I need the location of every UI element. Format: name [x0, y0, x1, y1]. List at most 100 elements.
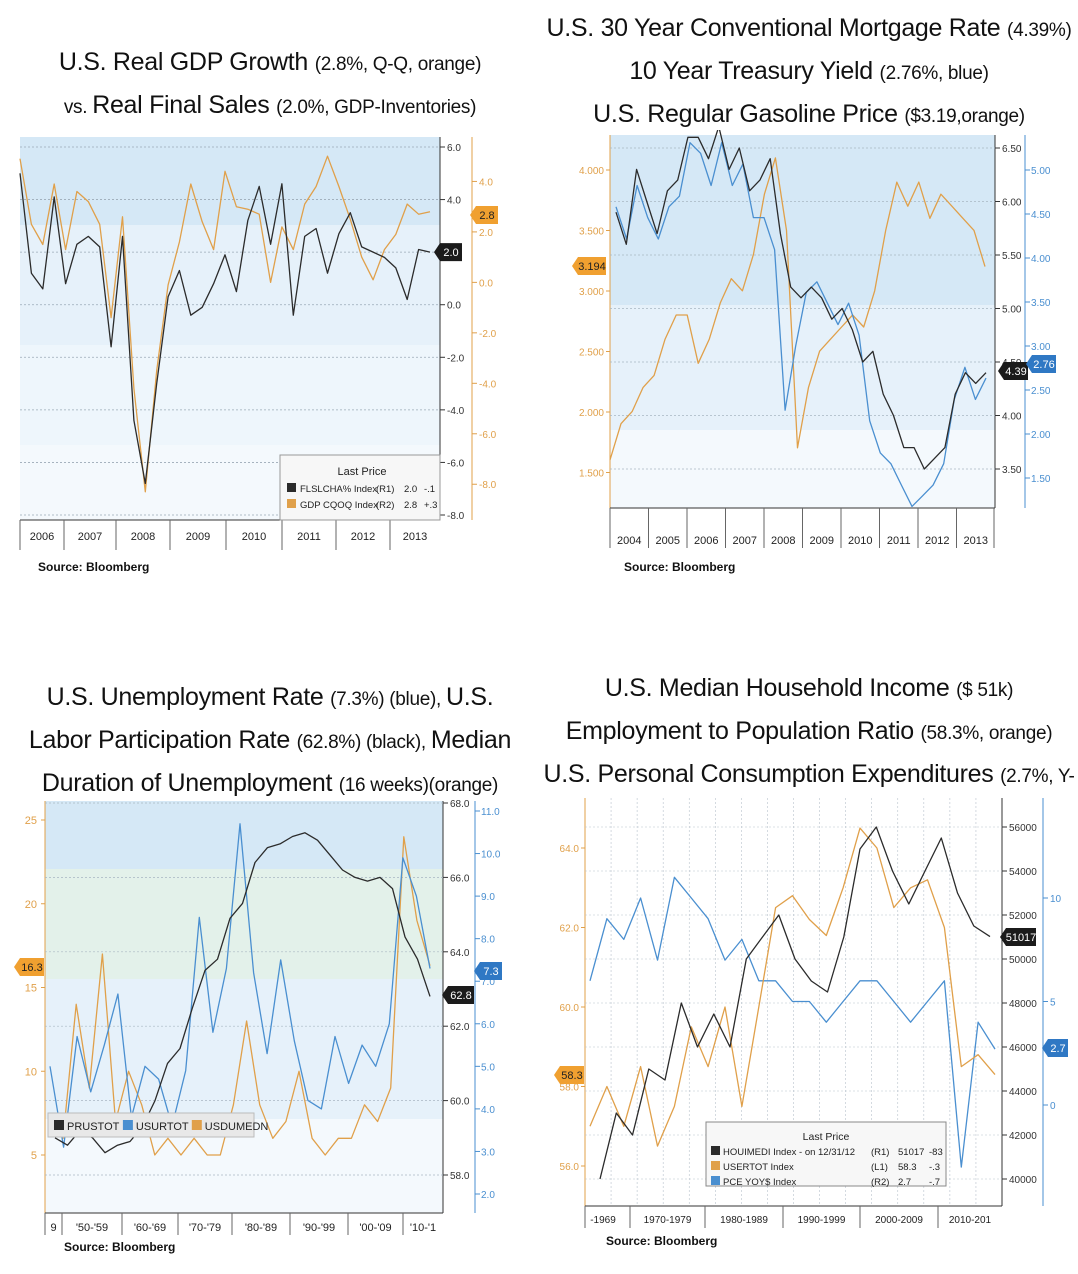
- gasoline-series-line: [609, 157, 986, 461]
- x-tick-label: 2010: [848, 535, 872, 547]
- legend-swatch: [287, 483, 296, 492]
- right-axis-2-tick-label: 0: [1050, 1101, 1056, 1112]
- x-tick-label: 2012: [925, 535, 949, 547]
- legend-value: 2.0: [404, 484, 417, 495]
- title-line: Duration of Unemployment (16 weeks)(oran…: [0, 763, 540, 806]
- title-bold-segment: Labor Participation Rate: [28, 726, 297, 754]
- x-tick-label: 2010-201: [949, 1215, 992, 1226]
- x-tick-label: '60-'69: [134, 1222, 166, 1234]
- title-segment: (2.76%, blue): [879, 63, 989, 84]
- title-bold-segment: U.S. Unemployment Rate: [46, 683, 331, 711]
- x-tick-label: 2008: [131, 531, 155, 543]
- plot-band: [20, 345, 440, 445]
- source-label: Source: Bloomberg: [38, 560, 150, 574]
- panel-income-employment-pce: U.S. Median Household Income ($ 51k) Empl…: [540, 640, 1078, 1274]
- right-axis-2-tick-label: 4.0: [479, 177, 493, 188]
- right-axis-2-tick-label: 7.0: [481, 977, 495, 988]
- right-axis-2-tick-label: 2.0: [481, 1190, 495, 1201]
- legend-name: HOUIMEDI Index - on 12/31/12: [723, 1147, 855, 1158]
- x-tick-label: 2009: [186, 531, 210, 543]
- legend-change: -83: [929, 1147, 943, 1158]
- legend-name: USERTOT Index: [723, 1162, 794, 1173]
- right-axis-2-tick-label: 2.0: [479, 228, 493, 239]
- right-axis-1-tick-label: 64.0: [450, 948, 470, 959]
- x-tick-label: -1969: [590, 1215, 616, 1226]
- title-bold-segment: 10 Year Treasury Yield: [629, 57, 880, 85]
- last-price-duration-tag: 16.3: [21, 962, 42, 974]
- x-tick-label: 2009: [810, 535, 834, 547]
- last-price-unemployment-tag-bg: [474, 962, 502, 980]
- source-label: Source: Bloomberg: [624, 560, 736, 574]
- left-axis-tick-label: 3.000: [579, 287, 604, 298]
- right-axis-1-tick-label: 60.0: [450, 1097, 470, 1108]
- legend-box: [279, 454, 441, 521]
- x-tick-label: 2012: [351, 531, 375, 543]
- panel-mortgage-treasury-gas: U.S. 30 Year Conventional Mortgage Rate …: [540, 0, 1078, 600]
- pce-series-line: [589, 876, 996, 1168]
- gdp-series-line: [19, 155, 431, 493]
- x-tick-label: '10-'1: [410, 1222, 436, 1234]
- x-tick-label: 2010: [242, 531, 266, 543]
- legend-axis: (R1): [376, 484, 394, 495]
- last-price-employment-tag: 58.3: [561, 1070, 582, 1082]
- legend-value: 2.7: [898, 1177, 911, 1188]
- legend-box: [47, 1112, 255, 1138]
- final-sales-series-line: [19, 173, 431, 485]
- panel-title: U.S. Real GDP Growth (2.8%, Q-Q, orange)…: [0, 42, 540, 128]
- right-axis-2-tick-label: 8.0: [481, 935, 495, 946]
- x-tick-label: 2005: [656, 535, 680, 547]
- legend-change: -.1: [424, 484, 435, 495]
- right-axis-2-tick-label: -2.0: [479, 329, 497, 340]
- x-tick-label: 2008: [771, 535, 795, 547]
- right-axis-1-tick-label: 50000: [1009, 955, 1037, 966]
- title-line: U.S. Real GDP Growth (2.8%, Q-Q, orange): [0, 42, 540, 85]
- x-tick-label: '80-'89: [245, 1222, 277, 1234]
- legend-swatch: [54, 1120, 64, 1130]
- title-segment: vs.: [63, 97, 93, 118]
- title-line: U.S. 30 Year Conventional Mortgage Rate …: [540, 8, 1078, 51]
- legend-value: 58.3: [898, 1162, 917, 1173]
- last-price-gasoline-tag: 3.194: [578, 261, 606, 273]
- x-tick-label: 9: [50, 1222, 56, 1234]
- right-axis-2-tick-label: 11.0: [481, 807, 500, 818]
- right-axis-1-tick-label: -6.0: [447, 458, 465, 469]
- x-tick-label: '50-'59: [76, 1222, 108, 1234]
- unemployment-chart: 25 20 15 10 5 68.0 66.0 64.0 62.0 60.0 58.0 11.0 10.…: [14, 799, 502, 1235]
- title-line: U.S. Unemployment Rate (7.3%) (blue), U.…: [0, 677, 540, 720]
- left-axis-tick-label: 1.500: [579, 469, 604, 480]
- title-bold-segment: Median: [430, 726, 512, 754]
- x-tick-label: '00-'09: [359, 1222, 391, 1234]
- left-axis-tick-label: 60.0: [560, 1003, 580, 1014]
- legend-value: 2.8: [404, 500, 417, 511]
- title-segment: (16 weeks)(orange): [338, 775, 499, 796]
- title-bold-segment: U.S. 30 Year Conventional Mortgage Rate: [546, 14, 1008, 42]
- x-tick-label: 2013: [964, 535, 988, 547]
- title-segment: (4.39%): [1007, 20, 1072, 41]
- left-axis-tick-label: 4.000: [579, 166, 604, 177]
- right-axis-1-tick-label: -2.0: [447, 353, 465, 364]
- treasury-series-line: [615, 142, 987, 508]
- right-axis-1-tick-label: 58.0: [450, 1171, 470, 1182]
- left-axis-tick-label: 20: [25, 899, 37, 911]
- right-axis-2-tick-label: 4.0: [481, 1105, 495, 1116]
- x-tick-label: 2004: [617, 535, 641, 547]
- legend-swatch: [711, 1176, 720, 1185]
- income-chart: 64.0 62.0 60.0 58.0 56.0 56000 54000 52000 50000…: [554, 798, 1068, 1228]
- left-axis-tick-label: 25: [25, 815, 37, 827]
- right-axis-2-tick-label: -6.0: [479, 430, 497, 441]
- right-axis-1-tick-label: 66.0: [450, 873, 470, 884]
- right-axis-1-tick-label: 56000: [1009, 823, 1037, 834]
- right-axis-2-tick-label: -8.0: [479, 480, 497, 491]
- panel-unemployment: U.S. Unemployment Rate (7.3%) (blue), U.…: [0, 640, 540, 1274]
- x-tick-label: 1990-1999: [798, 1215, 846, 1226]
- left-axis-tick-label: 56.0: [560, 1162, 580, 1173]
- right-axis-2-tick-label: 3.00: [1031, 342, 1051, 353]
- right-axis-1-tick-label: 52000: [1009, 911, 1037, 922]
- last-price-r1-tag: 2.0: [443, 247, 458, 259]
- right-axis-2-tick-label: -4.0: [479, 379, 497, 390]
- legend-change: +.3: [424, 500, 437, 511]
- title-line: 10 Year Treasury Yield (2.76%, blue): [540, 51, 1078, 94]
- legend-title: Last Price: [803, 1131, 850, 1143]
- right-axis-1-tick-label: 4.0: [447, 196, 461, 207]
- plot-band: [610, 135, 995, 305]
